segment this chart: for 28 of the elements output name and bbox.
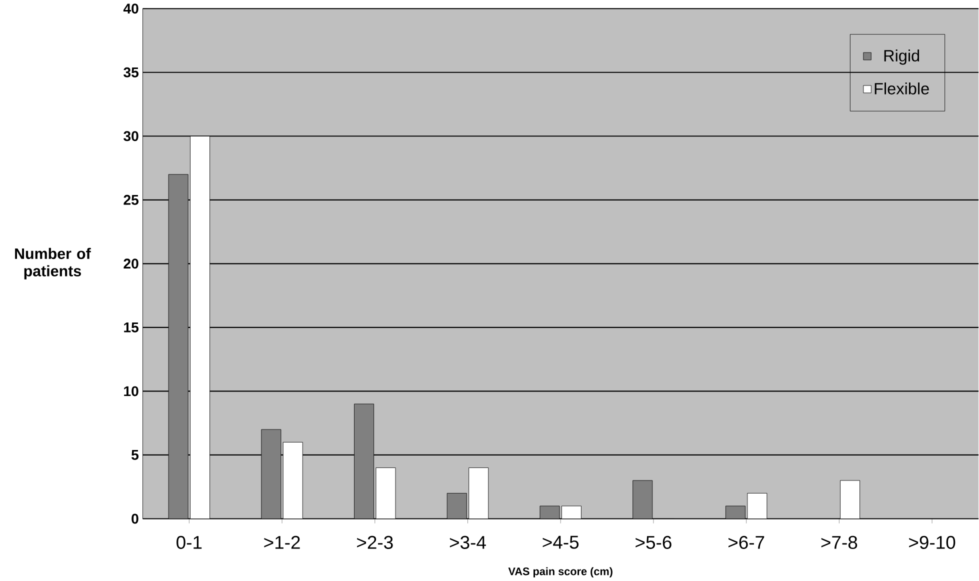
- bar: [261, 429, 281, 519]
- y-tick-label: 10: [124, 386, 138, 396]
- y-tick-label: 25: [124, 194, 139, 205]
- x-tick-label: >2-3: [357, 536, 393, 549]
- legend-label: Rigid: [884, 50, 920, 65]
- x-tick-label: >9-10: [909, 536, 956, 549]
- x-tick-label: >7-8: [821, 536, 858, 549]
- x-tick-label: >4-5: [542, 536, 579, 549]
- y-tick-label: 5: [132, 450, 139, 460]
- x-tick-label: >3-4: [450, 536, 486, 549]
- bar: [632, 480, 652, 519]
- legend-label: Flexible: [874, 82, 929, 94]
- bar: [725, 506, 746, 519]
- x-axis-title: VAS pain score (cm): [508, 567, 612, 578]
- y-tick-label: 30: [124, 131, 138, 142]
- x-tick-label: >1-2: [264, 536, 300, 549]
- y-tick-label: 20: [124, 258, 138, 269]
- bar: [168, 174, 188, 519]
- x-tick-label: 0-1: [176, 536, 202, 549]
- x-tick-label: >6-7: [728, 536, 764, 549]
- y-tick-label: 40: [123, 4, 138, 14]
- y-axis-title: Number of patients: [15, 248, 91, 280]
- bar: [447, 493, 467, 519]
- bar: [354, 404, 374, 519]
- y-tick-label: 0: [132, 514, 138, 524]
- x-tick-label: >5-6: [636, 536, 672, 549]
- y-tick-label: 15: [124, 322, 139, 332]
- y-tick-label: 35: [124, 67, 139, 78]
